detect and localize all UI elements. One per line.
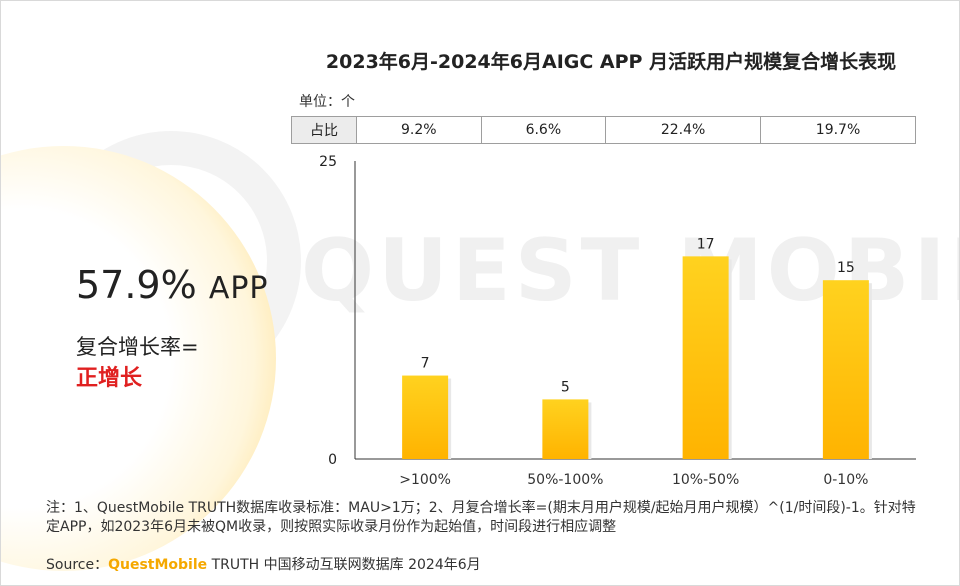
- x-tick-label: 10%-50%: [672, 472, 739, 488]
- bar: [822, 280, 869, 459]
- bar: [542, 399, 589, 459]
- source-prefix: Source：: [46, 557, 109, 573]
- footnote: 注：1、QuestMobile TRUTH数据库收录标准：MAU>1万；2、月复…: [46, 500, 916, 535]
- data-label: 15: [837, 260, 855, 276]
- share-cell: 19.7%: [760, 116, 916, 144]
- x-tick-label: 0-10%: [823, 472, 868, 488]
- share-header: 占比: [291, 116, 357, 144]
- highlight-percent: 57.9%: [76, 263, 197, 307]
- y-tick-label: 25: [319, 154, 337, 170]
- share-table: 占比 9.2% 6.6% 22.4% 19.7%: [291, 116, 916, 144]
- x-tick-label: >100%: [399, 472, 451, 488]
- chart-title: 2023年6月-2024年6月AIGC APP 月活跃用户规模复合增长表现: [325, 51, 897, 73]
- source-line: Source：QuestMobile TRUTH 中国移动互联网数据库 2024…: [46, 554, 481, 574]
- x-tick-label: 50%-100%: [527, 472, 603, 488]
- bar: [682, 256, 729, 459]
- data-label: 5: [561, 379, 570, 395]
- data-label: 7: [421, 356, 430, 372]
- data-label: 17: [697, 236, 715, 252]
- y-tick-label: 0: [328, 452, 337, 468]
- unit-label: 单位：个: [299, 94, 355, 110]
- bar: [402, 375, 449, 459]
- share-cell: 22.4%: [605, 116, 762, 144]
- source-brand: QuestMobile: [108, 557, 208, 573]
- share-row: 占比 9.2% 6.6% 22.4% 19.7%: [291, 116, 916, 144]
- highlight-value: 57.9% APP: [76, 263, 269, 307]
- highlight-line1: 复合增长率=: [76, 335, 199, 359]
- highlight-line2: 正增长: [76, 366, 143, 391]
- source-rest: TRUTH 中国移动互联网数据库 2024年6月: [207, 557, 481, 573]
- share-cell: 9.2%: [356, 116, 482, 144]
- share-cell: 6.6%: [480, 116, 607, 144]
- highlight-suffix: APP: [208, 271, 269, 306]
